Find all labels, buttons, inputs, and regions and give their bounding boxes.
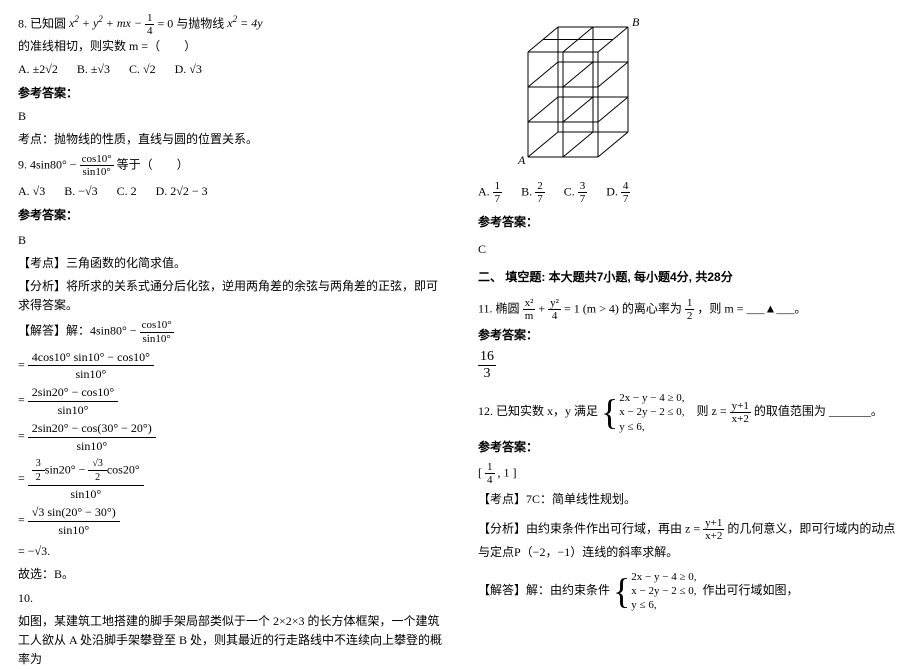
- q8-ans-label: 参考答案：: [18, 84, 442, 103]
- q8-kd: 考点：抛物线的性质，直线与圆的位置关系。: [18, 130, 442, 149]
- q9-stem: 9. 4sin80° − cos10°sin10° 等于（ ）: [18, 153, 442, 178]
- q9-step-2: = 2sin20° − cos(30° − 20°)sin10°: [18, 420, 442, 454]
- q10-num: 10.: [18, 589, 442, 608]
- q8-optA: A. ±2√2: [18, 60, 58, 79]
- q8-stem: 8. 已知圆 x2 + y2 + mx − 14 = 0 与抛物线 x2 = 4…: [18, 12, 442, 56]
- q8-optB: B. ±√3: [77, 60, 110, 79]
- q9-final: = −√3.: [18, 542, 442, 561]
- q9-step-3: = 32sin20° − √32cos20° sin10°: [18, 456, 442, 502]
- q8-mid: 与抛物线: [176, 16, 227, 30]
- q10-optC: C. 37: [564, 180, 588, 205]
- page: 8. 已知圆 x2 + y2 + mx − 14 = 0 与抛物线 x2 = 4…: [0, 0, 920, 651]
- q8-options: A. ±2√2 B. ±√3 C. √2 D. √3: [18, 60, 442, 79]
- q9-optA: A. √3: [18, 182, 45, 201]
- q9-optD: D. 2√2 − 3: [156, 182, 208, 201]
- q12-fx: 【分析】由约束条件作出可行域，再由 z = y+1x+2 的几何意义，即可行域内…: [478, 517, 902, 561]
- q9-optC: C. 2: [117, 182, 137, 201]
- q11-ans-label: 参考答案：: [478, 326, 902, 345]
- q12-kd: 【考点】7C：简单线性规划。: [478, 490, 902, 509]
- q8-optC: C. √2: [129, 60, 156, 79]
- q9-ans-label: 参考答案：: [18, 206, 442, 225]
- q12-ans: [ 14 , 1 ]: [478, 461, 902, 486]
- q12-ans-label: 参考答案：: [478, 438, 902, 457]
- q9-ans: B: [18, 231, 442, 250]
- right-column: A B A. 17 B. 27 C. 37 D. 47 参考答案： C 二、 填…: [460, 0, 920, 651]
- q11-stem: 11. 椭圆 x²m + y²4 = 1 (m > 4) 的离心率为 12 ，则…: [478, 297, 902, 322]
- q8-prefix: 8. 已知圆: [18, 16, 66, 30]
- q10-optD: D. 47: [606, 180, 630, 205]
- q9-step-0: = 4cos10° sin10° − cos10°sin10°: [18, 349, 442, 383]
- q10-optA: A. 17: [478, 180, 502, 205]
- label-A: A: [517, 153, 526, 167]
- q9-step-4: = √3 sin(20° − 30°)sin10°: [18, 504, 442, 538]
- q12-stem: 12. 已知实数 x，y 满足 { 2x − y − 4 ≥ 0, x − 2y…: [478, 391, 902, 434]
- left-column: 8. 已知圆 x2 + y2 + mx − 14 = 0 与抛物线 x2 = 4…: [0, 0, 460, 651]
- q10-options: A. 17 B. 27 C. 37 D. 47: [478, 180, 902, 205]
- q8-ans: B: [18, 107, 442, 126]
- q10-ans: C: [478, 240, 902, 259]
- q9-kd: 【考点】三角函数的化简求值。: [18, 254, 442, 273]
- q9-optB: B. −√3: [64, 182, 97, 201]
- q9-sol-start: 【解答】解：4sin80° − cos10°sin10°: [18, 319, 442, 344]
- label-B: B: [632, 15, 640, 29]
- q9-so: 故选：B。: [18, 565, 442, 584]
- q9-options: A. √3 B. −√3 C. 2 D. 2√2 − 3: [18, 182, 442, 201]
- q10-optB: B. 27: [521, 180, 545, 205]
- q11-ans: 163: [478, 349, 902, 381]
- q10-ans-label: 参考答案：: [478, 213, 902, 232]
- q8-suffix: 的准线相切，则实数 m =（ ）: [18, 39, 196, 53]
- q12-sol: 【解答】解：由约束条件 { 2x − y − 4 ≥ 0, x − 2y − 2…: [478, 570, 902, 613]
- q9-fx: 【分析】将所求的关系式通分后化弦，逆用两角差的余弦与两角差的正弦，即可求得答案。: [18, 277, 442, 315]
- q9-step-1: = 2sin20° − cos10°sin10°: [18, 384, 442, 418]
- section-2-header: 二、 填空题: 本大题共7小题, 每小题4分, 共28分: [478, 268, 902, 287]
- q9-suffix: 等于（ ）: [117, 157, 189, 171]
- q8-optD: D. √3: [175, 60, 202, 79]
- cuboid-diagram: A B: [508, 12, 658, 172]
- q9-text: 9. 4sin80° −: [18, 157, 77, 171]
- q10-text: 如图，某建筑工地搭建的脚手架局部类似于一个 2×2×3 的长方体框架，一个建筑工…: [18, 612, 442, 669]
